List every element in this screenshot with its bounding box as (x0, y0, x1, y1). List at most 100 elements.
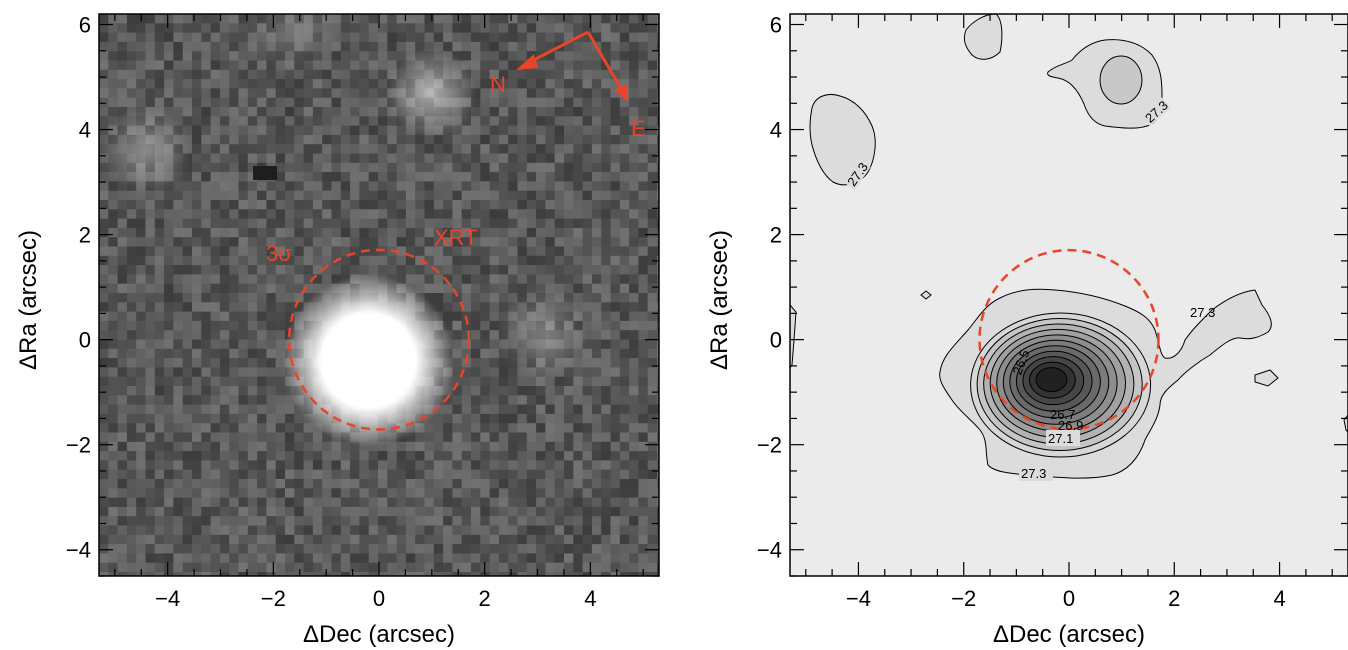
noise-pixel (387, 125, 398, 136)
noise-pixel (554, 144, 565, 155)
noise-pixel (303, 534, 314, 545)
noise-pixel (629, 367, 639, 378)
noise-pixel (498, 88, 509, 99)
noise-pixel (145, 572, 156, 576)
noise-pixel (508, 469, 519, 480)
noise-pixel (108, 488, 119, 499)
noise-pixel (396, 227, 407, 238)
noise-pixel (489, 311, 500, 322)
noise-pixel (294, 293, 305, 303)
noise-pixel (461, 479, 472, 489)
noise-pixel (508, 23, 519, 34)
noise-pixel (229, 376, 240, 387)
noise-pixel (247, 423, 258, 434)
noise-pixel (517, 255, 528, 266)
noise-pixel (126, 562, 137, 573)
noise-pixel (591, 181, 602, 192)
axis-ticks-right (790, 14, 1348, 577)
noise-pixel (657, 479, 659, 489)
noise-pixel (340, 265, 351, 275)
noise-pixel (210, 395, 221, 406)
noise-pixel (480, 274, 491, 285)
noise-pixel (545, 107, 556, 117)
noise-pixel (415, 23, 426, 34)
noise-pixel (601, 97, 612, 108)
noise-pixel (126, 302, 137, 313)
noise-pixel (582, 441, 593, 452)
noise-pixel (396, 153, 407, 164)
noise-pixel (126, 23, 137, 34)
y-tick-label: −4 (757, 538, 782, 563)
noise-pixel (405, 572, 416, 576)
noise-pixel (126, 348, 137, 359)
noise-pixel (378, 172, 388, 182)
noise-pixel (405, 441, 416, 452)
noise-pixel (498, 274, 509, 285)
noise-pixel (647, 469, 658, 480)
noise-pixel (433, 293, 444, 303)
noise-pixel (229, 237, 240, 248)
noise-pixel (554, 246, 565, 257)
noise-pixel (629, 88, 639, 99)
noise-pixel (257, 320, 267, 331)
noise-pixel (526, 162, 537, 173)
noise-pixel (433, 479, 444, 489)
noise-pixel (192, 246, 202, 257)
noise-pixel (340, 97, 351, 108)
noise-pixel (99, 237, 109, 248)
noise-pixel (489, 172, 500, 182)
contour-label: 27.1 (1048, 431, 1073, 446)
noise-pixel (545, 525, 556, 536)
noise-pixel (582, 162, 593, 173)
noise-pixel (591, 134, 602, 145)
noise-pixel (573, 358, 584, 368)
noise-pixel (201, 107, 212, 117)
noise-pixel (99, 293, 109, 303)
noise-pixel (201, 516, 212, 527)
noise-pixel (117, 572, 128, 576)
noise-pixel (489, 553, 500, 564)
noise-pixel (387, 265, 398, 275)
noise-pixel (331, 553, 342, 564)
noise-pixel (629, 162, 639, 173)
noise-pixel (303, 200, 314, 210)
noise-pixel (201, 227, 212, 238)
noise-pixel (359, 227, 370, 238)
noise-pixel (145, 14, 156, 24)
noise-pixel (247, 488, 258, 499)
noise-pixel (378, 525, 388, 536)
noise-pixel (108, 320, 119, 331)
noise-pixel (508, 525, 519, 536)
noise-pixel (275, 153, 286, 164)
noise-pixel (443, 320, 453, 331)
noise-pixel (182, 348, 193, 359)
noise-pixel (657, 97, 659, 108)
noise-pixel (480, 60, 491, 71)
noise-pixel (526, 441, 537, 452)
noise-pixel (359, 88, 370, 99)
noise-pixel (285, 479, 295, 489)
noise-pixel (443, 404, 453, 415)
noise-pixel (647, 107, 658, 117)
noise-pixel (275, 97, 286, 108)
noise-pixel (378, 23, 388, 34)
noise-pixel (201, 153, 212, 164)
noise-pixel (424, 274, 435, 285)
noise-pixel (359, 32, 370, 43)
noise-pixel (443, 200, 453, 210)
noise-pixel (182, 293, 193, 303)
x-axis-label-right: ΔDec (arcsec) (993, 621, 1145, 648)
noise-pixel (508, 181, 519, 192)
noise-pixel (182, 116, 193, 127)
noise-pixel (452, 497, 463, 508)
noise-pixel (210, 479, 221, 489)
noise-pixel (647, 516, 658, 527)
noise-pixel (638, 190, 649, 201)
noise-pixel (582, 116, 593, 127)
noise-pixel (461, 525, 472, 536)
noise-pixel (275, 395, 286, 406)
noise-pixel (229, 172, 240, 182)
noise-pixel (219, 162, 230, 173)
noise-pixel (508, 246, 519, 257)
noise-pixel (285, 553, 295, 564)
